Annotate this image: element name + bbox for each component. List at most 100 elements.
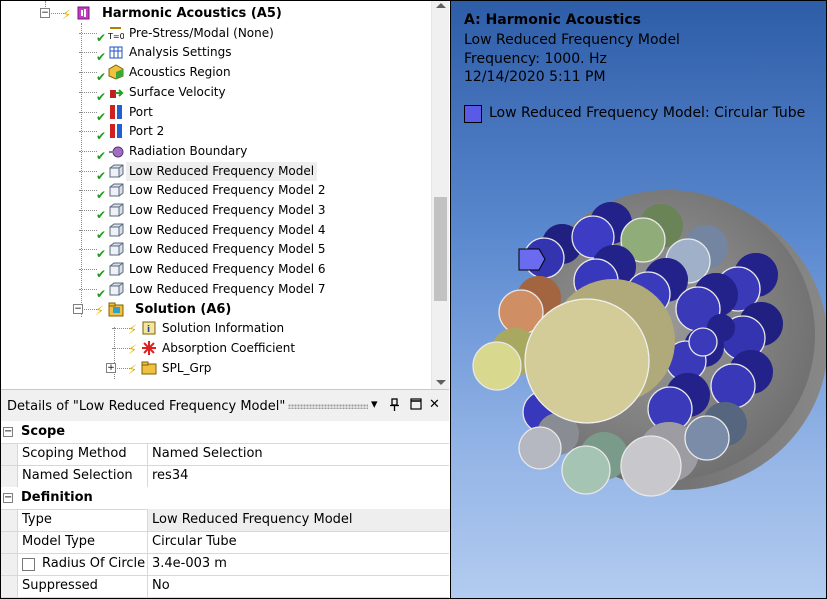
tree-connector-line [79,150,97,152]
tree-item[interactable]: ✔ Low Reduced Frequency Model 2 [1,181,431,203]
tree-item[interactable]: ⚡ i Solution Information [1,319,431,338]
collapse-icon[interactable]: − [3,492,13,503]
tree-item[interactable]: ✔ Port [1,103,431,123]
collapse-icon[interactable]: − [73,303,83,314]
close-icon[interactable]: ✕ [429,397,440,412]
tree-connector-line [81,23,82,317]
tube-cylinder[interactable] [675,273,738,332]
property-value[interactable]: res34 [147,465,454,487]
tube-cylinder[interactable] [684,402,747,461]
scroll-up-icon[interactable] [436,3,446,8]
tube-cylinder[interactable] [620,422,699,497]
tube-cylinder[interactable] [710,350,773,409]
tree-item[interactable]: ✔ Low Reduced Frequency Model 3 [1,201,431,221]
tube-cylinder[interactable] [518,413,579,470]
central-cylinder[interactable] [524,279,675,424]
details-property-row[interactable]: Scoping Method Named Selection [1,443,449,466]
expand-icon[interactable]: + [106,362,116,373]
section-label: Definition [21,490,93,505]
details-title: Details of "Low Reduced Frequency Model" [7,399,286,414]
maximize-icon[interactable] [410,398,422,414]
tree-item[interactable]: ✔ Analysis Settings [1,43,431,63]
status-check-icon: ✔ [96,148,107,163]
property-value[interactable]: Low Reduced Frequency Model [147,509,454,531]
scroll-down-icon[interactable] [436,380,446,385]
tube-cylinder[interactable] [688,314,735,357]
tree-item-label: Low Reduced Frequency Model 3 [129,203,326,217]
tube-cylinder[interactable] [561,432,628,495]
tree-item[interactable]: ✔ Port 2 [1,122,431,144]
tree-item[interactable]: ✔ Acoustics Region [1,63,431,83]
status-check-icon: ✔ [96,129,107,144]
tree-item[interactable]: ✔ Low Reduced Frequency Model 7 [1,280,431,300]
graphics-viewport[interactable]: A: Harmonic Acoustics Low Reduced Freque… [450,1,827,599]
status-check-icon: ✔ [96,89,107,104]
folder-icon [141,360,157,376]
pin-icon[interactable] [389,398,400,415]
property-name-text: Suppressed [22,578,98,593]
geometry-model-3d[interactable] [451,181,827,599]
property-name: Scoping Method [17,443,150,465]
status-lightning-icon: ⚡ [128,323,138,339]
tree-connector-line [79,308,97,310]
property-name: Named Selection [17,465,150,487]
lrf-model-icon [108,182,124,198]
panel-grip[interactable] [288,404,368,409]
tree-vertical-scrollbar[interactable] [431,1,449,389]
tree-item[interactable]: − ⚡ Solution (A6) [1,300,431,319]
status-lightning-icon: ⚡ [128,342,138,358]
property-name-text: Scoping Method [22,446,127,461]
outline-tree[interactable]: − ⚡ Harmonic Acoustics (A5) ✔ T=0 Pre-Stress/… [1,1,449,389]
tree-item-label: Acoustics Region [129,65,231,80]
tree-item[interactable]: ✔ Low Reduced Frequency Model 5 [1,240,431,260]
graphics-subtitle-timestamp: 12/14/2020 5:11 PM [464,69,606,85]
tree-item[interactable]: ✔ T=0 Pre-Stress/Modal (None) [1,24,431,44]
scrollbar-thumb[interactable] [434,197,447,301]
details-property-row[interactable]: Suppressed No [1,575,449,598]
property-value[interactable]: Named Selection [147,443,454,465]
absorption-coefficient-icon [141,340,157,356]
tree-item-label: Absorption Coefficient [162,340,296,355]
details-property-row[interactable]: Named Selection res34 [1,465,449,488]
collapse-icon[interactable]: − [40,8,50,18]
tree-item[interactable]: ✔ Radiation Boundary [1,142,431,163]
details-section-header[interactable]: − Scope [1,421,449,444]
tree-connector-line [79,190,97,192]
tree-connector-line [79,91,97,93]
lrf-model-icon [108,241,124,257]
tree-item[interactable]: ✔ Low Reduced Frequency Model 4 [1,221,431,242]
tree-item[interactable]: ✔ Low Reduced Frequency Model [1,161,431,182]
status-lightning-icon: ⚡ [95,303,105,319]
tree-item[interactable]: − ⚡ Harmonic Acoustics (A5) [1,4,431,23]
tube-cylinder[interactable] [620,204,683,263]
property-value[interactable]: 3.4e-003 m [147,553,454,575]
tree-item-label: Port 2 [129,124,165,139]
parameter-checkbox[interactable] [22,558,35,571]
tree-item[interactable]: ✔ Low Reduced Frequency Model 6 [1,260,431,280]
details-section-header[interactable]: − Definition [1,487,449,510]
tree-item[interactable]: + ⚡ SPL_Grp [1,359,431,378]
tube-cylinder[interactable] [647,373,710,432]
radiation-boundary-icon [108,143,124,159]
details-property-row[interactable]: Radius Of Circle 3.4e-003 m [1,553,449,576]
tube-cylinder[interactable] [571,202,632,259]
property-value[interactable]: No [147,575,454,597]
tree-item[interactable]: ⚡ Absorption Coefficient [1,339,431,358]
status-check-icon: ✔ [96,227,107,242]
tree-item[interactable]: ✔ Surface Velocity [1,83,431,104]
property-value[interactable]: Circular Tube [147,531,454,553]
section-label: Scope [21,424,66,439]
collapse-icon[interactable]: − [3,426,13,437]
tube-cylinder[interactable] [720,302,783,361]
status-check-icon: ✔ [96,188,107,203]
dropdown-arrow-icon[interactable]: ▾ [371,397,378,412]
details-property-row[interactable]: Type Low Reduced Frequency Model [1,509,454,532]
tree-item-label: Low Reduced Frequency Model 7 [129,281,326,296]
lrf-model-icon [108,163,124,179]
tube-cylinder[interactable] [472,328,539,391]
tree-connector-line [79,229,97,231]
tube-cylinder[interactable] [498,276,561,335]
tree-item-label: SPL_Grp [162,360,212,375]
tree-item-label: Surface Velocity [129,84,226,99]
details-property-row[interactable]: Model Type Circular Tube [1,531,449,554]
